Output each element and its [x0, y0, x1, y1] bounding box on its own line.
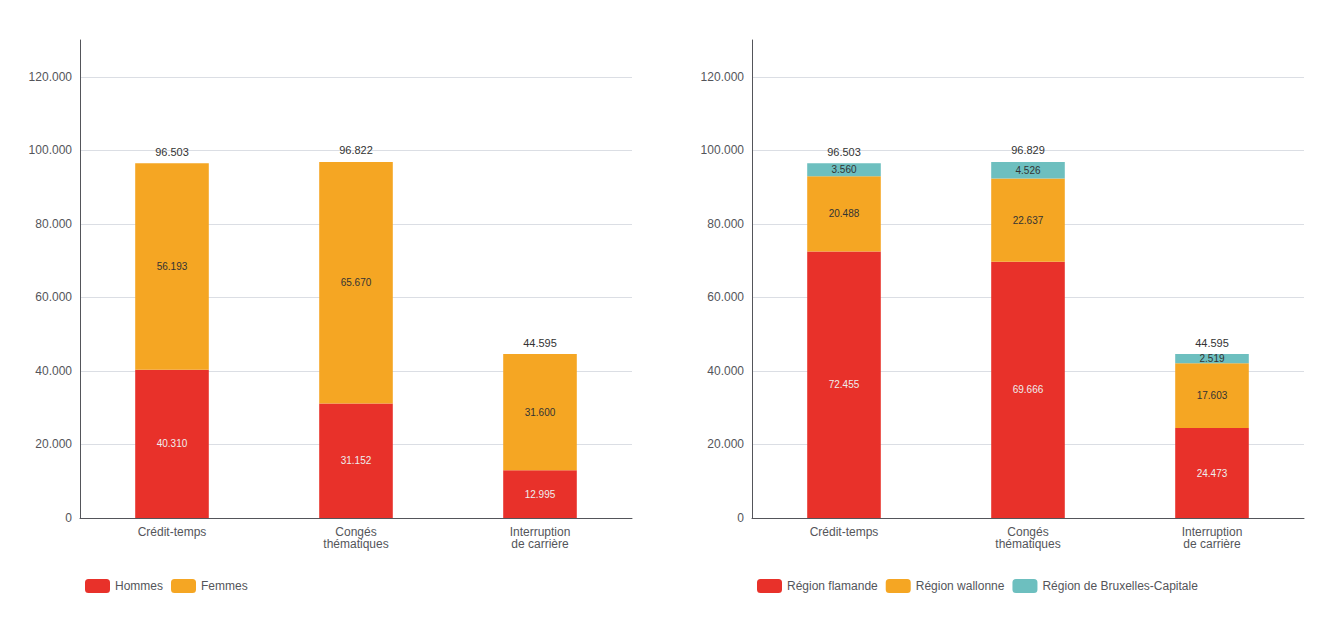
svg-text:Crédit-temps: Crédit-temps [138, 525, 207, 539]
svg-text:Région flamande: Région flamande [787, 579, 878, 593]
svg-text:Hommes: Hommes [115, 579, 163, 593]
svg-text:Crédit-temps: Crédit-temps [810, 525, 879, 539]
svg-text:0: 0 [737, 511, 744, 525]
svg-text:20.488: 20.488 [829, 208, 860, 219]
svg-text:40.310: 40.310 [157, 438, 188, 449]
svg-text:96.822: 96.822 [339, 144, 373, 156]
svg-text:Région de Bruxelles-Capitale: Région de Bruxelles-Capitale [1042, 579, 1198, 593]
svg-text:80.000: 80.000 [35, 217, 72, 231]
svg-text:Région wallonne: Région wallonne [916, 579, 1005, 593]
svg-text:thématiques: thématiques [995, 537, 1060, 551]
svg-text:96.829: 96.829 [1011, 144, 1045, 156]
svg-text:65.670: 65.670 [341, 277, 372, 288]
svg-text:de carrière: de carrière [511, 537, 569, 551]
svg-text:44.595: 44.595 [523, 337, 557, 349]
svg-text:40.000: 40.000 [707, 364, 744, 378]
svg-text:17.603: 17.603 [1197, 390, 1228, 401]
svg-text:12.995: 12.995 [525, 489, 556, 500]
svg-text:80.000: 80.000 [707, 217, 744, 231]
svg-text:Interruption: Interruption [509, 525, 571, 539]
svg-text:100.000: 100.000 [701, 143, 745, 157]
svg-text:31.152: 31.152 [341, 455, 372, 466]
svg-text:31.600: 31.600 [525, 407, 556, 418]
svg-text:4.526: 4.526 [1015, 165, 1040, 176]
svg-text:22.637: 22.637 [1013, 215, 1044, 226]
svg-text:Femmes: Femmes [201, 579, 248, 593]
svg-text:44.595: 44.595 [1195, 337, 1229, 349]
svg-text:120.000: 120.000 [29, 70, 73, 84]
svg-text:2.519: 2.519 [1199, 353, 1224, 364]
svg-text:40.000: 40.000 [35, 364, 72, 378]
svg-text:100.000: 100.000 [29, 143, 73, 157]
svg-text:24.473: 24.473 [1197, 468, 1228, 479]
svg-text:120.000: 120.000 [701, 70, 745, 84]
svg-text:Interruption: Interruption [1181, 525, 1243, 539]
svg-text:0: 0 [65, 511, 72, 525]
svg-text:72.455: 72.455 [829, 379, 860, 390]
svg-text:Congés: Congés [1007, 525, 1049, 539]
svg-text:60.000: 60.000 [707, 290, 744, 304]
svg-text:20.000: 20.000 [35, 437, 72, 451]
svg-text:thématiques: thématiques [323, 537, 388, 551]
svg-text:20.000: 20.000 [707, 437, 744, 451]
svg-text:de carrière: de carrière [1183, 537, 1241, 551]
svg-text:60.000: 60.000 [35, 290, 72, 304]
svg-text:96.503: 96.503 [155, 146, 189, 158]
svg-text:Congés: Congés [335, 525, 377, 539]
svg-text:3.560: 3.560 [831, 164, 856, 175]
svg-text:96.503: 96.503 [827, 146, 861, 158]
svg-text:69.666: 69.666 [1013, 384, 1044, 395]
svg-text:56.193: 56.193 [157, 261, 188, 272]
